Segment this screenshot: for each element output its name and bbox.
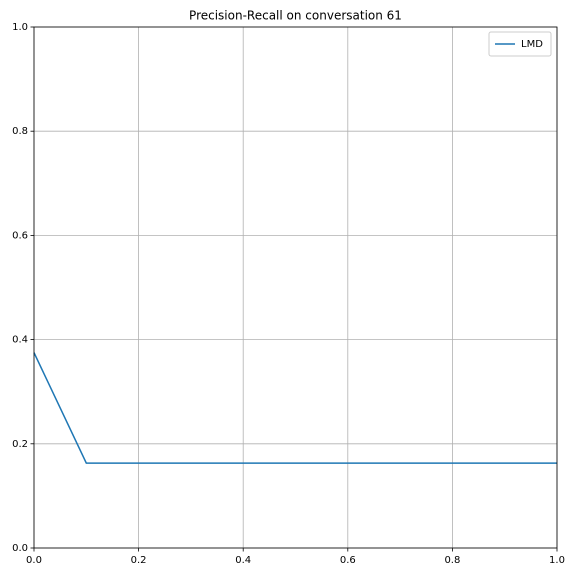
- plot-frame: [33, 26, 558, 549]
- x-tick-label: 0.0: [26, 555, 42, 566]
- x-tick-label: 0.6: [340, 555, 356, 566]
- y-tick-label: 0.8: [12, 126, 28, 137]
- x-tick-label: 0.4: [235, 555, 251, 566]
- y-tick-label: 0.6: [12, 230, 28, 241]
- data-line: [33, 352, 557, 464]
- y-tick-label: 0.2: [12, 439, 28, 450]
- x-tick-label: 0.8: [444, 555, 460, 566]
- legend-label: LMD: [521, 39, 543, 50]
- chart-title: Precision-Recall on conversation 61: [189, 9, 402, 23]
- x-tick-label: 0.2: [131, 555, 147, 566]
- x-tick-label: 1.0: [549, 555, 565, 566]
- legend: [488, 31, 552, 57]
- y-tick-label: 0.4: [12, 335, 28, 346]
- y-tick-label: 0.0: [12, 543, 28, 554]
- y-tick-label: 1.0: [12, 22, 28, 33]
